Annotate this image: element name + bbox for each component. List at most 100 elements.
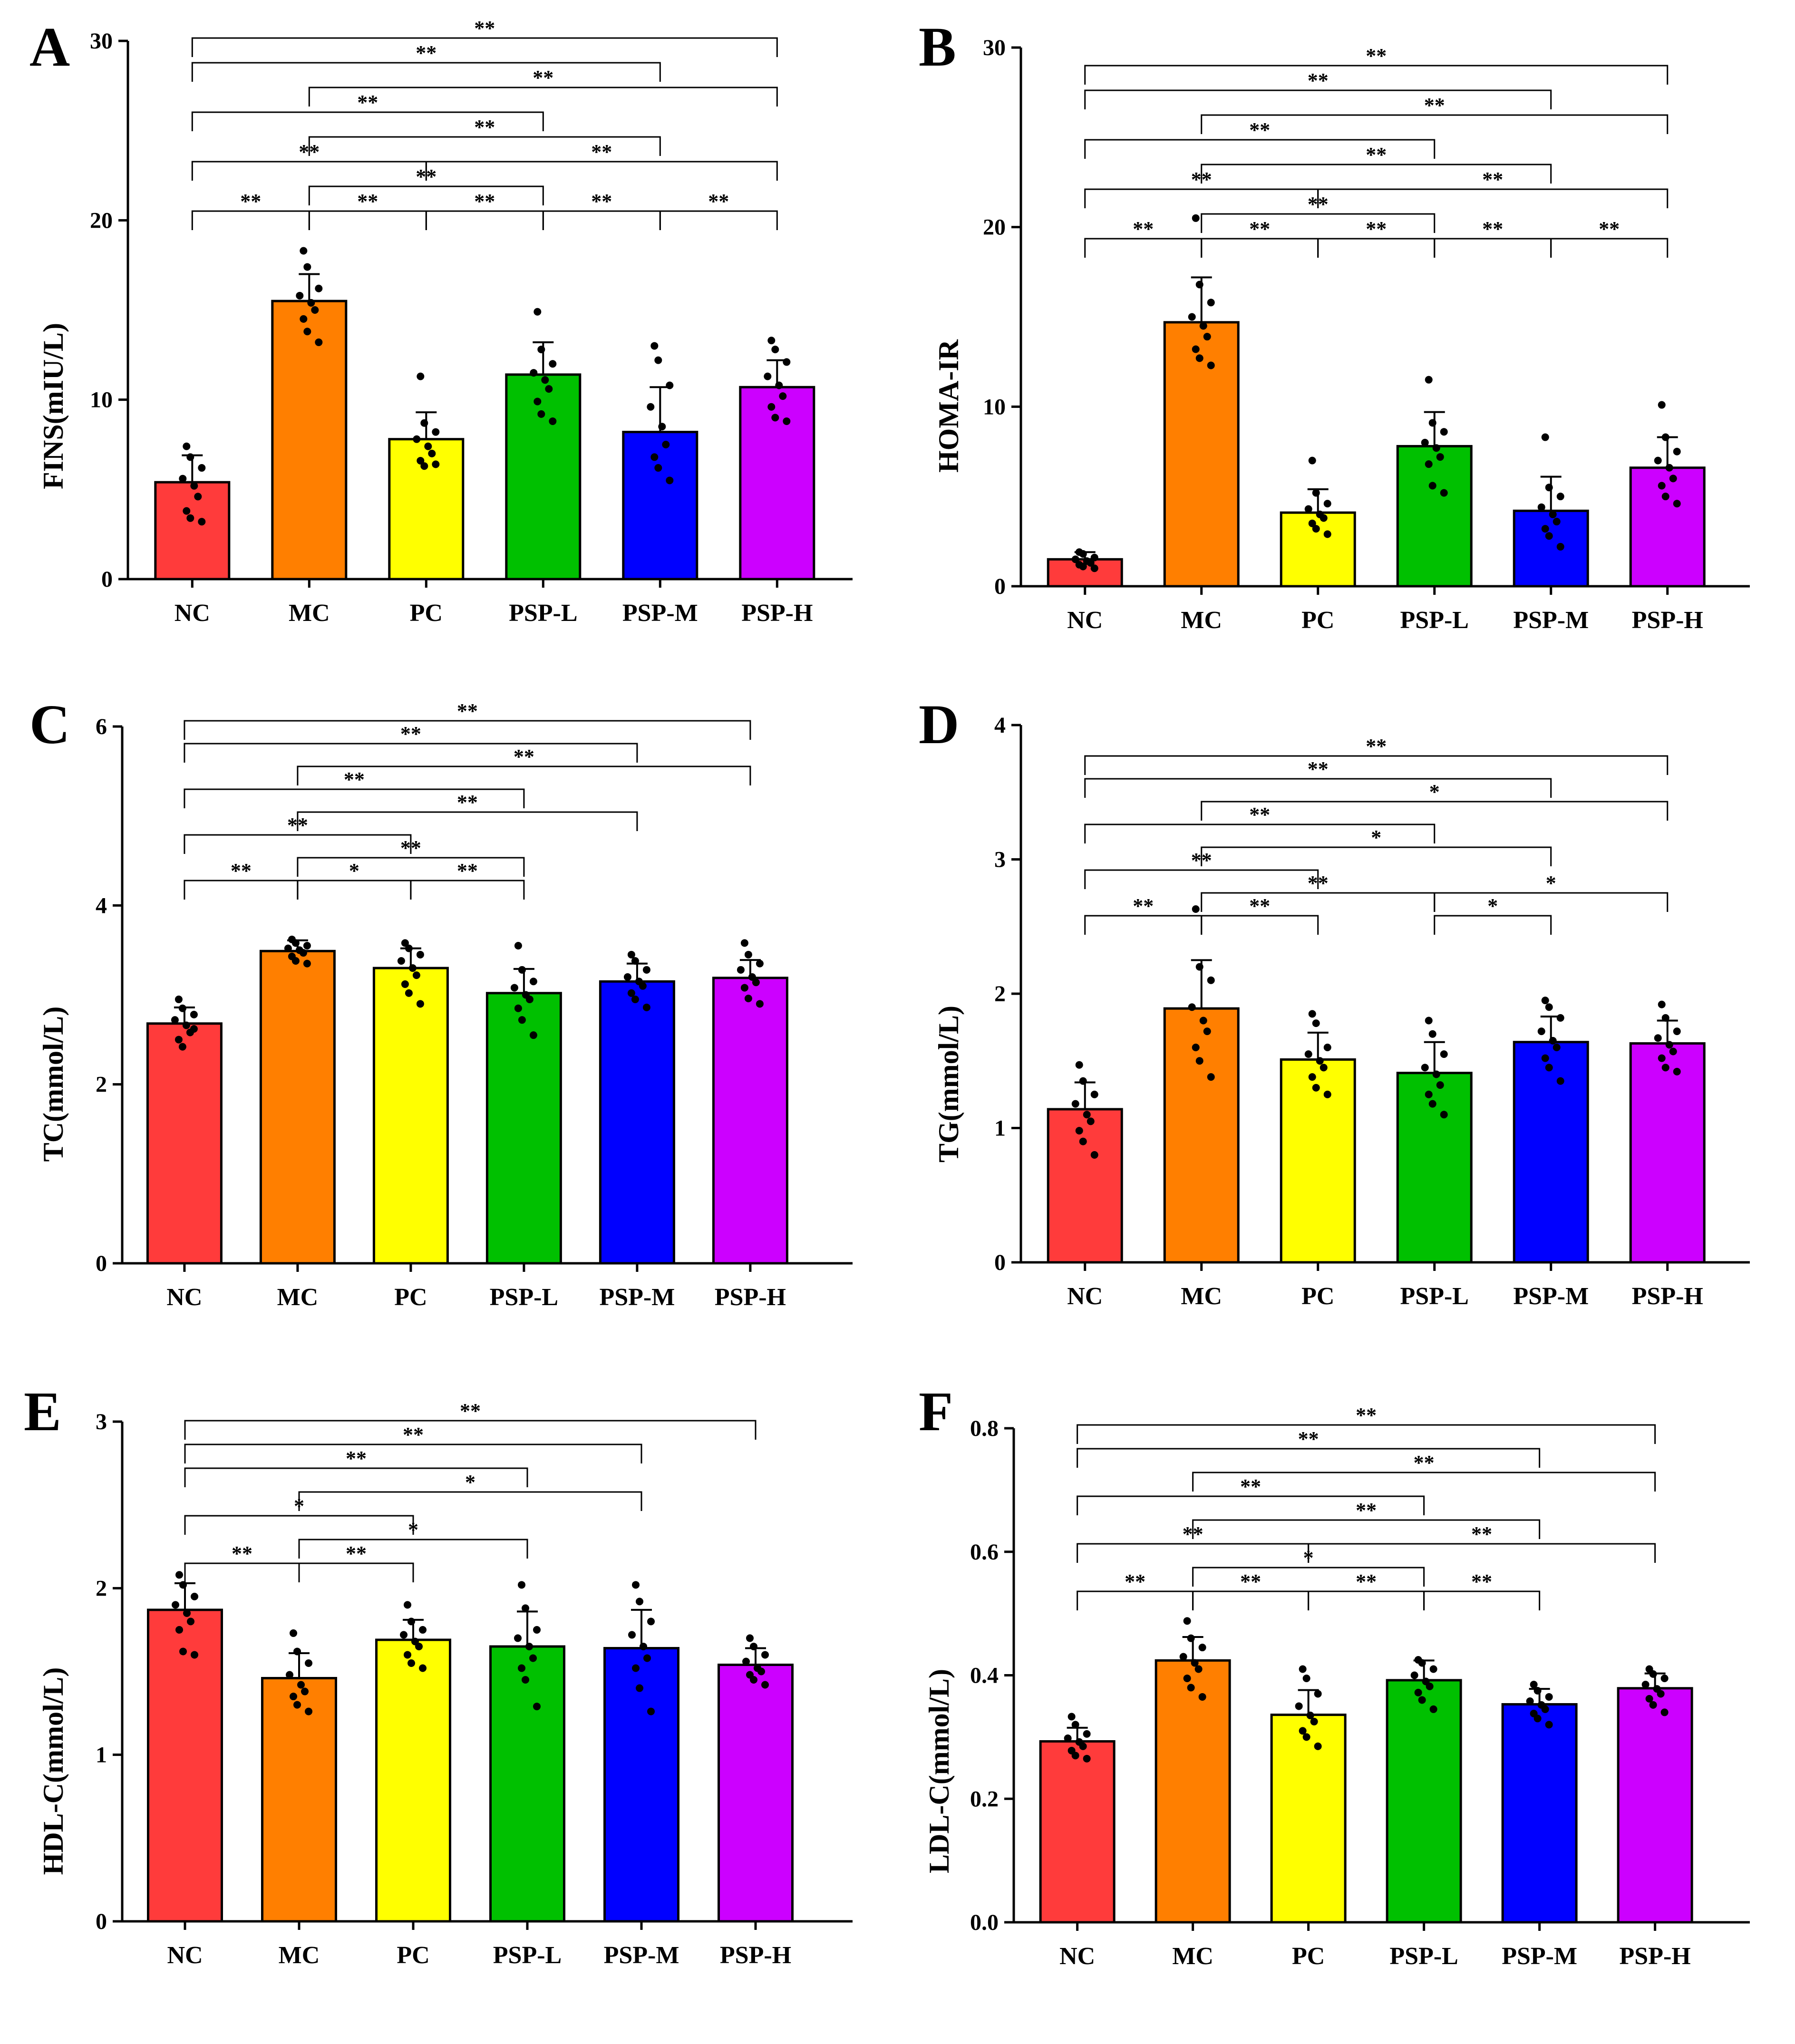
- data-point: [1304, 1050, 1312, 1058]
- data-point: [1064, 1734, 1072, 1742]
- x-tick-label: PSP-M: [1513, 607, 1589, 634]
- data-point: [183, 442, 191, 450]
- data-point: [529, 978, 537, 986]
- data-point: [1658, 1000, 1666, 1008]
- y-tick-label: 0.2: [970, 1786, 999, 1812]
- data-point: [420, 462, 428, 470]
- x-tick-label: PC: [1301, 607, 1334, 634]
- data-point: [1083, 1730, 1091, 1738]
- data-point: [658, 423, 666, 431]
- x-tick-label: PSP-M: [1502, 1943, 1577, 1970]
- significance-label: **: [474, 190, 495, 213]
- data-point: [1440, 428, 1448, 436]
- significance-label: **: [1249, 803, 1270, 826]
- data-point: [296, 291, 304, 300]
- significance-bracket: [184, 720, 751, 740]
- data-point: [1673, 500, 1681, 508]
- data-point: [1545, 532, 1553, 540]
- data-point: [1079, 550, 1087, 558]
- data-point: [1207, 1073, 1215, 1081]
- bar-pc: [1270, 1714, 1347, 1924]
- y-tick-label: 2: [96, 1072, 107, 1097]
- data-point: [293, 1647, 301, 1656]
- significance-bracket: [1201, 164, 1552, 184]
- data-point: [1665, 1041, 1673, 1049]
- bar-psp-h: [1629, 1042, 1706, 1264]
- data-point: [419, 1664, 427, 1672]
- data-point: [1436, 1081, 1444, 1089]
- data-point: [416, 1000, 424, 1008]
- significance-bracket: [1201, 892, 1436, 912]
- data-point: [432, 460, 440, 468]
- data-point: [178, 1043, 186, 1051]
- y-tick-label: 2: [994, 981, 1006, 1007]
- significance-bracket: [308, 210, 427, 230]
- data-point: [1087, 1117, 1095, 1125]
- y-tick-label: 10: [983, 394, 1006, 419]
- significance-label: **: [1249, 894, 1270, 918]
- data-point: [1071, 1752, 1079, 1760]
- data-point: [1188, 313, 1196, 321]
- significance-label: **: [344, 768, 365, 791]
- data-point: [737, 966, 745, 974]
- data-point: [315, 338, 323, 346]
- y-tick-label: 1: [96, 1743, 107, 1768]
- data-point: [291, 957, 300, 965]
- x-tick-label: NC: [166, 1284, 202, 1311]
- bar-mc: [271, 300, 348, 581]
- significance-bracket: [425, 161, 778, 181]
- y-tick-label: 0: [96, 1909, 107, 1934]
- data-point: [1308, 1010, 1316, 1018]
- y-tick-label: 3: [994, 847, 1006, 872]
- significance-label: **: [346, 1447, 367, 1470]
- y-tick-label: 0.0: [970, 1910, 999, 1935]
- significance-bracket: [1192, 1590, 1310, 1610]
- data-point: [1421, 1064, 1429, 1072]
- data-point: [783, 358, 791, 366]
- data-point: [643, 1654, 651, 1662]
- data-point: [179, 1581, 187, 1589]
- data-point: [650, 453, 659, 461]
- data-point: [1192, 345, 1200, 353]
- data-point: [1552, 518, 1561, 526]
- data-point: [623, 973, 631, 981]
- significance-label: **: [416, 41, 437, 65]
- x-tick-label: PSP-L: [493, 1942, 562, 1969]
- x-tick-label: PSP-L: [1400, 607, 1469, 634]
- data-point: [1440, 1050, 1448, 1058]
- significance-label: *: [1371, 826, 1381, 849]
- significance-label: **: [1308, 757, 1329, 781]
- significance-label: **: [1471, 1570, 1492, 1593]
- significance-bracket: [1201, 114, 1669, 134]
- data-point: [1661, 493, 1669, 501]
- data-point: [1179, 1653, 1187, 1661]
- data-point: [1661, 433, 1669, 441]
- data-point: [1079, 562, 1087, 571]
- panel-label: F: [919, 1380, 953, 1443]
- data-point: [628, 1631, 636, 1639]
- data-point: [417, 456, 425, 465]
- significance-bracket: [298, 1562, 414, 1582]
- data-point: [757, 1667, 765, 1676]
- data-point: [179, 1647, 187, 1656]
- y-tick-label: 1: [994, 1116, 1006, 1141]
- bar-mc: [1163, 1007, 1240, 1264]
- data-point: [1428, 1100, 1436, 1108]
- x-tick-label: NC: [175, 600, 210, 627]
- bar-psp-m: [622, 431, 699, 581]
- panel-label: B: [919, 16, 956, 78]
- data-point: [1658, 401, 1666, 409]
- data-point: [514, 1004, 522, 1012]
- data-point: [175, 1626, 183, 1634]
- y-tick-label: 4: [994, 713, 1006, 738]
- data-point: [172, 1601, 179, 1609]
- data-point: [1079, 1137, 1087, 1145]
- data-point: [767, 337, 776, 345]
- bar-nc: [1039, 1740, 1116, 1924]
- significance-label: **: [1298, 1427, 1319, 1451]
- data-point: [303, 942, 311, 950]
- data-point: [194, 493, 202, 501]
- data-point: [290, 1629, 297, 1637]
